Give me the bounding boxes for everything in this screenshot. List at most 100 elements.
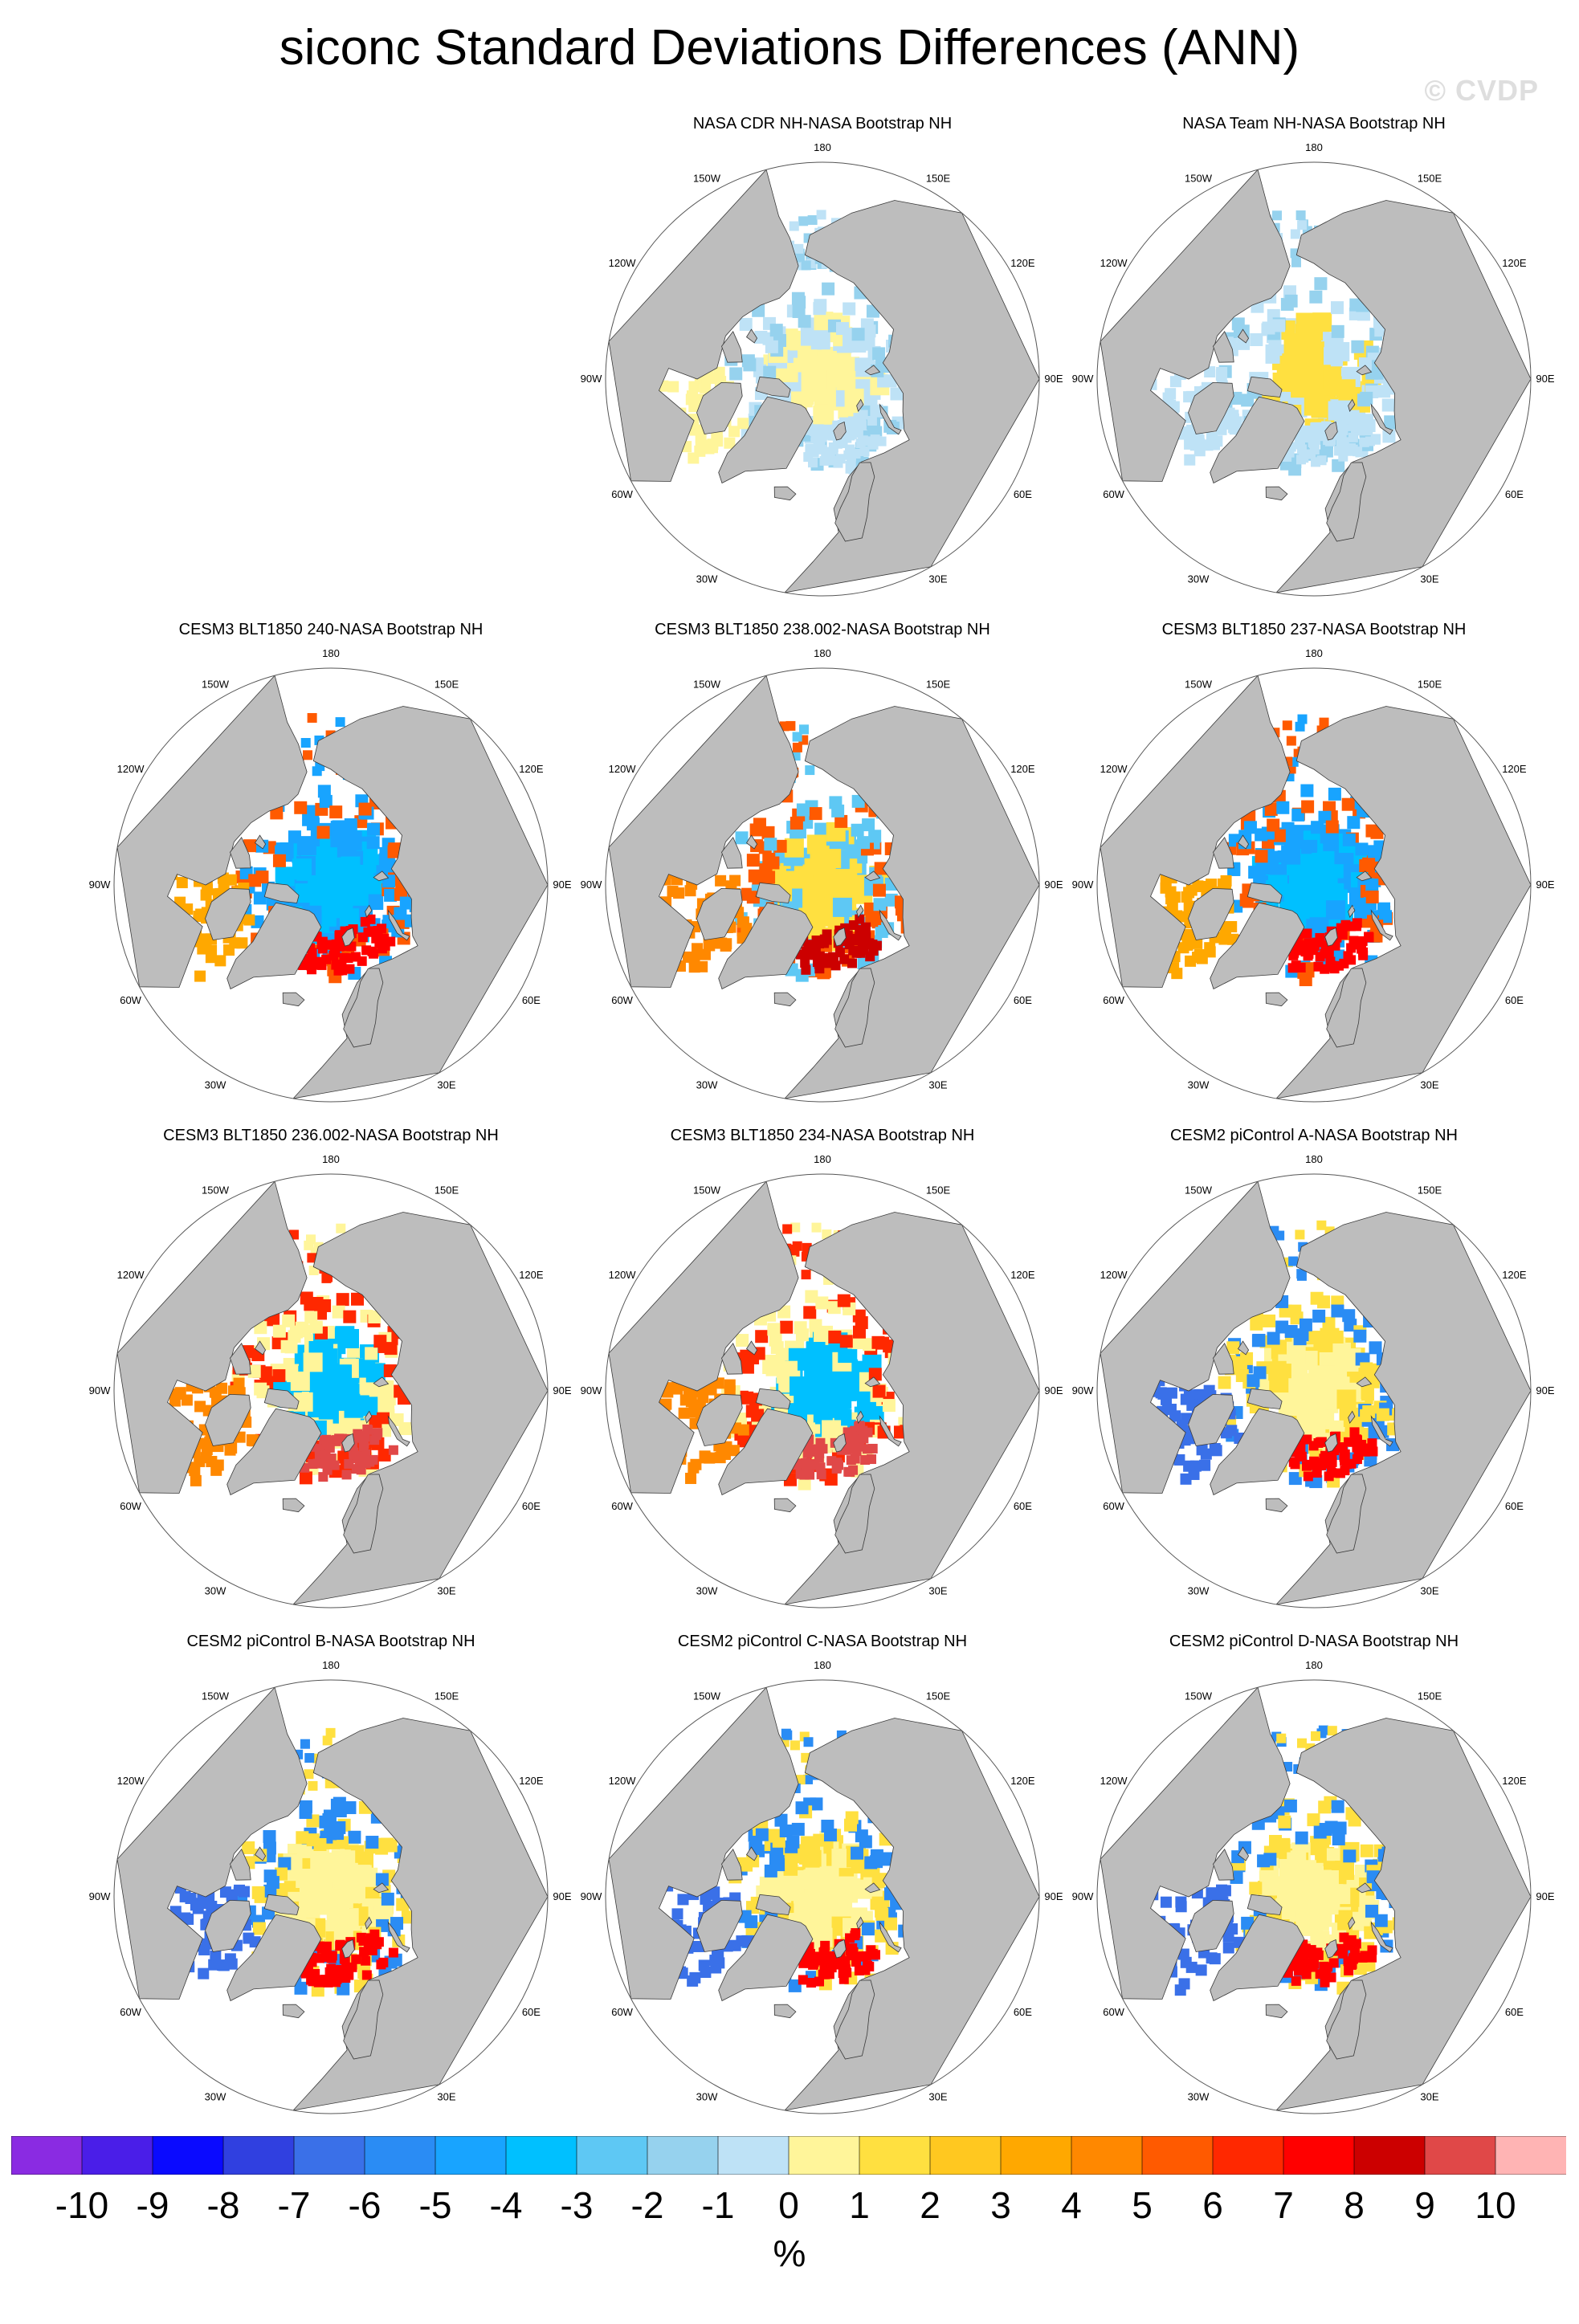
land-greenland [1210, 396, 1305, 484]
map-panel: CESM3 BLT1850 237-NASA Bootstrap NH 180 15… [1057, 620, 1571, 1110]
land-svalbard [341, 1939, 355, 1959]
longitude-label: 120W [117, 763, 145, 775]
longitude-label: 90W [581, 373, 602, 385]
land-novaya-zemlya [1370, 909, 1393, 941]
colorbar-tick-label: -4 [489, 2184, 523, 2226]
land-novaya-zemlya [879, 1415, 902, 1447]
longitude-label: 120W [1100, 1269, 1128, 1281]
colorbar-swatch [1212, 2136, 1284, 2175]
land-victoria [1213, 331, 1234, 363]
longitude-label: 180 [814, 1153, 831, 1165]
longitude-label: 30E [437, 1584, 455, 1596]
land-svalbard [833, 1939, 847, 1959]
longitude-label: 30W [1188, 573, 1210, 585]
land-svalbard [833, 421, 847, 441]
colorbar-swatch [1353, 2136, 1426, 2175]
longitude-label: 90W [1072, 1890, 1094, 1902]
land-baffin [1188, 1393, 1234, 1446]
longitude-label: 30W [1188, 1584, 1210, 1596]
figure-title: siconc Standard Deviations Differences (… [279, 20, 1300, 75]
land-victoria [1213, 837, 1234, 869]
longitude-label: 180 [322, 1659, 340, 1671]
longitude-label: 120W [117, 1269, 145, 1281]
longitude-label: 30W [696, 2090, 718, 2102]
land-baffin [696, 887, 743, 940]
longitude-label: 150E [926, 1184, 951, 1197]
longitude-label: 120W [609, 763, 637, 775]
colorbar-tick-label: 5 [1132, 2184, 1153, 2226]
colorbar-swatch [1141, 2136, 1214, 2175]
longitude-label: 90W [581, 879, 602, 891]
land-baffin [1188, 1899, 1234, 1952]
longitude-label: 120W [609, 1269, 637, 1281]
colorbar-swatch [1283, 2136, 1355, 2175]
longitude-label: 60E [1014, 1500, 1032, 1512]
longitude-label: 120E [519, 1775, 544, 1787]
land-ellesmere [755, 376, 791, 398]
land-franz-josef [365, 904, 373, 918]
land-victoria [721, 1343, 743, 1375]
land-banks [1237, 834, 1250, 850]
longitude-label: 60W [120, 1500, 141, 1512]
longitude-label: 30E [928, 1078, 947, 1091]
polar-map: 180150E120E90E60E30E030W60W90W120W150W [581, 647, 1063, 1103]
longitude-label: 180 [322, 647, 340, 659]
colorbar-tick-label: 2 [920, 2184, 940, 2226]
colorbar-tick-label: -8 [206, 2184, 240, 2226]
land-iceland [1265, 1498, 1288, 1513]
map-panel: CESM2 piControl B-NASA Bootstrap NH 180 15… [74, 1632, 588, 2122]
land-banks [745, 834, 758, 850]
longitude-label: 120E [519, 763, 544, 775]
land-ellesmere [755, 1894, 791, 1915]
colorbar-swatch [81, 2136, 153, 2175]
longitude-label: 120W [1100, 763, 1128, 775]
longitude-label: 30W [205, 1078, 226, 1091]
land-baffin [1188, 887, 1234, 940]
polar-map: 180150E120E90E60E30E030W60W90W120W150W [1072, 141, 1555, 597]
land-ellesmere [755, 1388, 791, 1409]
land-greenland [718, 1408, 814, 1496]
land-svalbard [341, 927, 355, 947]
map-panel: CESM2 piControl D-NASA Bootstrap NH 180 15… [1057, 1632, 1571, 2122]
longitude-label: 180 [322, 1153, 340, 1165]
land-novaya-zemlya [879, 403, 902, 435]
longitude-label: 150E [926, 679, 951, 691]
colorbar-tick-label: -6 [348, 2184, 381, 2226]
longitude-label: 150E [1418, 1690, 1442, 1702]
colorbar-swatch [859, 2136, 931, 2175]
land-svalbard [1324, 1433, 1338, 1453]
longitude-label: 120W [609, 1775, 637, 1787]
land-greenland [1210, 902, 1305, 990]
land-greenland [226, 902, 322, 990]
colorbar-tick-label: -5 [418, 2184, 452, 2226]
colorbar-tick-label: 9 [1414, 2184, 1435, 2226]
land-banks [1237, 328, 1250, 344]
longitude-label: 30W [205, 1584, 226, 1596]
panel-title: CESM3 BLT1850 238.002-NASA Bootstrap NH [655, 621, 990, 638]
land-banks [254, 834, 267, 850]
colorbar-swatch [364, 2136, 436, 2175]
longitude-label: 60W [611, 2006, 633, 2018]
colorbar [11, 2136, 1566, 2175]
land-iceland [1265, 992, 1288, 1007]
land-iceland [773, 2004, 797, 2019]
colorbar-swatch [1071, 2136, 1143, 2175]
cvdp-watermark: © CVDP [1424, 74, 1539, 107]
panel-title: NASA CDR NH-NASA Bootstrap NH [692, 115, 953, 133]
colorbar-tick-label: -7 [277, 2184, 311, 2226]
land-franz-josef [1348, 904, 1356, 918]
land-scandinavia [343, 1979, 384, 2060]
land-severnaya [1356, 1882, 1373, 1894]
land-scandinavia [834, 1474, 875, 1554]
polar-map: 180150E120E90E60E30E030W60W90W120W150W [89, 1659, 572, 2114]
land-iceland [282, 1498, 305, 1513]
longitude-label: 150E [926, 173, 951, 185]
longitude-label: 120W [1100, 1775, 1128, 1787]
longitude-label: 90E [1044, 373, 1063, 385]
longitude-label: 60W [611, 994, 633, 1006]
longitude-label: 150E [435, 1690, 459, 1702]
longitude-label: 90W [89, 1890, 111, 1902]
longitude-label: 30E [1420, 2090, 1438, 2102]
longitude-label: 30E [1420, 1584, 1438, 1596]
land-iceland [773, 1498, 797, 1513]
